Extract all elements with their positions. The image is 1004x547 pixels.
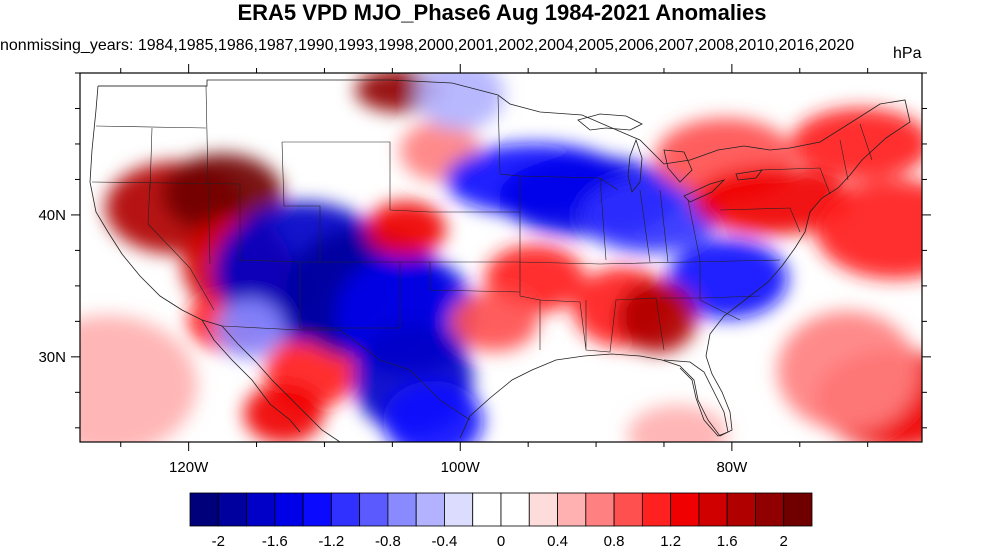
anomaly-region — [80, 315, 198, 442]
colorbar: -2 -1.6 -1.2 -0.8 -0.4 0 0.4 0.8 1.2 1.6 2 — [189, 492, 813, 547]
lake-erie — [683, 179, 726, 203]
gulf-of-california — [221, 325, 341, 442]
colorbar-swatch — [189, 492, 219, 527]
colorbar-swatch — [528, 492, 558, 527]
anomaly-region — [790, 107, 922, 180]
colorbar-label: -1.2 — [318, 533, 344, 547]
colorbar-swatch — [387, 492, 417, 527]
anomaly-region — [580, 176, 721, 253]
anomaly-region — [365, 201, 446, 258]
units-label: hPa — [893, 45, 922, 62]
colorbar-swatch — [330, 492, 361, 527]
anomaly-region — [450, 291, 539, 352]
florida — [663, 359, 729, 437]
colorbar-label: 1.2 — [660, 533, 681, 547]
map-plot-area: 120W 100W 80W 30N 40N — [38, 64, 931, 476]
anomaly-region — [777, 311, 918, 432]
colorbar-swatch — [359, 492, 389, 527]
colorbar-swatch — [415, 492, 445, 527]
y-tick-label: 40N — [38, 207, 66, 224]
plot-frame — [79, 72, 923, 443]
chart-title: ERA5 VPD MJO_Phase6 Aug 1984-2021 Anomal… — [237, 0, 767, 25]
x-tick-label: 100W — [441, 459, 481, 476]
chart-subtitle: nonmissing_years: 1984,1985,1986,1987,19… — [0, 37, 855, 54]
axis-ticks: 120W 100W 80W 30N 40N — [38, 64, 931, 476]
colorbar-label: -0.4 — [432, 533, 458, 547]
geographic-boundaries — [89, 79, 911, 442]
baja-peninsula — [201, 319, 301, 433]
colorbar-swatch — [302, 492, 332, 527]
colorbar-swatch — [783, 492, 813, 527]
colorbar-label: 1.6 — [717, 533, 738, 547]
colorbar-label: 2 — [780, 533, 788, 547]
colorbar-swatch — [670, 492, 700, 527]
colorbar-swatch — [246, 492, 276, 527]
colorbar-swatch — [444, 492, 474, 527]
colorbar-label: -0.8 — [375, 533, 401, 547]
colorbar-swatch — [500, 492, 530, 527]
anomaly-region — [383, 380, 484, 442]
anomaly-region — [667, 238, 788, 319]
colorbar-swatch — [557, 492, 587, 527]
colorbar-label: 0.4 — [547, 533, 568, 547]
lake-superior — [577, 113, 643, 131]
state-borders — [91, 85, 873, 353]
x-tick-label: 80W — [716, 459, 748, 476]
x-tick-label: 120W — [169, 459, 209, 476]
anomaly-region — [416, 73, 505, 131]
colorbar-label: 0 — [497, 533, 505, 547]
lake-michigan — [627, 138, 643, 193]
colorbar-swatch — [726, 492, 756, 527]
colorbar-swatch — [698, 492, 728, 527]
y-tick-label: 30N — [38, 349, 66, 366]
anomaly-region — [627, 404, 728, 442]
colorbar-swatch — [217, 492, 247, 527]
anomaly-region — [162, 153, 283, 234]
lake-ontario — [735, 169, 763, 181]
anomaly-region — [692, 166, 853, 235]
colorbar-label: -2 — [212, 533, 225, 547]
west-coastline — [89, 85, 223, 327]
lake-huron — [663, 149, 693, 183]
colorbar-label: 0.8 — [604, 533, 625, 547]
anomaly-region — [814, 179, 922, 280]
anomaly-field — [80, 73, 922, 442]
colorbar-swatch — [274, 492, 304, 527]
colorbar-swatch — [613, 492, 643, 527]
anomaly-region — [617, 281, 698, 354]
colorbar-label: -1.6 — [262, 533, 288, 547]
anomaly-region — [215, 298, 284, 359]
colorbar-swatch — [641, 492, 672, 527]
colorbar-swatch — [585, 492, 615, 527]
anomaly-region — [243, 383, 324, 442]
colorbar-swatch — [755, 492, 785, 527]
mexico-border — [221, 325, 471, 421]
colorbar-swatch — [472, 492, 502, 527]
